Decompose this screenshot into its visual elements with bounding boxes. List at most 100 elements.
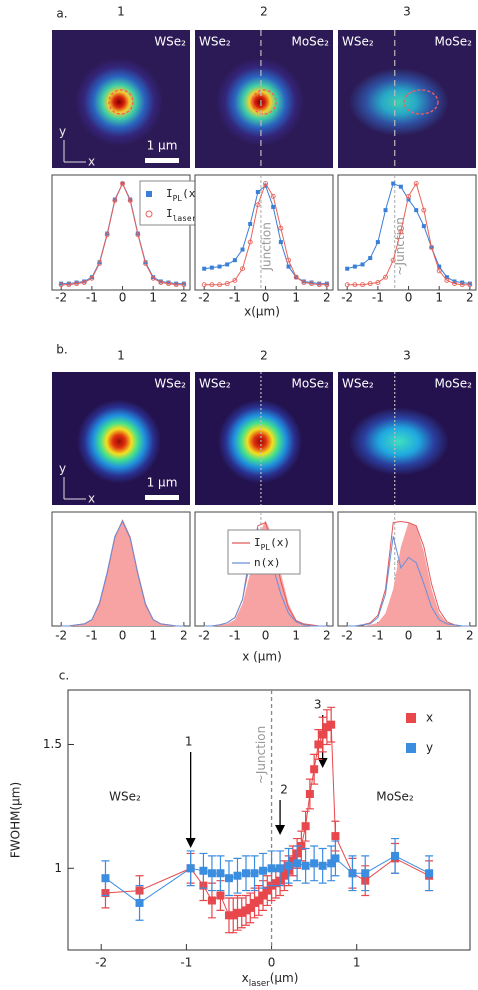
legend-label-part: I xyxy=(166,207,173,220)
marker xyxy=(375,280,381,285)
marker xyxy=(286,257,291,263)
marker xyxy=(150,275,156,281)
marker xyxy=(233,908,242,917)
panel-label: b. xyxy=(56,343,67,357)
x-tick-label: -1 xyxy=(229,291,241,305)
marker xyxy=(82,279,87,284)
marker xyxy=(247,239,253,245)
x-tick-label: -1 xyxy=(180,956,192,970)
junction-label: ~Junction xyxy=(393,217,407,275)
legend-label-part: I xyxy=(166,187,173,200)
x-axis-label-part: laser xyxy=(249,979,270,989)
marker xyxy=(301,861,310,870)
x-tick-label: -1 xyxy=(372,629,384,643)
marker xyxy=(414,208,419,213)
y-tick-label: 1.5 xyxy=(43,737,62,751)
marker xyxy=(345,266,350,271)
legend-marker xyxy=(146,191,152,197)
marker xyxy=(324,282,330,288)
marker xyxy=(259,891,268,900)
marker xyxy=(429,244,434,250)
material-label: MoSe₂ xyxy=(434,35,472,49)
x-tick-label: 1 xyxy=(149,291,157,305)
laser-outline xyxy=(108,89,134,115)
marker xyxy=(59,281,64,286)
marker xyxy=(280,871,289,880)
marker xyxy=(97,260,102,266)
profile-line xyxy=(61,520,184,627)
marker xyxy=(314,740,323,749)
marker xyxy=(383,208,388,213)
marker xyxy=(398,228,404,234)
marker xyxy=(316,282,322,288)
legend-label-part: PL xyxy=(261,543,271,552)
x-tick-label: 0 xyxy=(119,629,127,643)
annotation: 2 xyxy=(280,783,288,797)
marker xyxy=(327,859,336,868)
x-tick-label: 1 xyxy=(435,291,443,305)
marker xyxy=(263,181,268,186)
marker xyxy=(270,193,276,199)
marker xyxy=(322,723,331,732)
scale-bar-label: 1 μm xyxy=(147,476,178,490)
x-axis-label: x(μm) xyxy=(244,305,280,319)
marker xyxy=(216,891,225,900)
x-axis-label: x (μm) xyxy=(242,650,282,664)
x-tick-label: -2 xyxy=(198,291,210,305)
marker xyxy=(242,906,251,915)
material-label: WSe₂ xyxy=(342,35,374,49)
marker xyxy=(437,264,442,269)
marker xyxy=(360,262,365,267)
x-tick-label: 0 xyxy=(268,956,276,970)
marker xyxy=(309,280,314,285)
x-tick-label: 1 xyxy=(435,629,443,643)
marker xyxy=(391,851,400,860)
heatmap-spot xyxy=(349,407,449,476)
marker xyxy=(158,279,163,284)
marker xyxy=(224,874,233,883)
profile-line xyxy=(61,182,184,286)
legend-label-part: n(x) xyxy=(254,556,281,569)
marker xyxy=(324,281,329,286)
x-tick-label: 2 xyxy=(180,291,188,305)
marker xyxy=(66,281,71,286)
marker xyxy=(104,232,110,238)
marker xyxy=(186,864,195,873)
marker xyxy=(225,262,230,267)
marker xyxy=(66,282,72,288)
heatmap-spot xyxy=(75,58,163,146)
marker xyxy=(297,842,306,850)
legend-label-part: laser xyxy=(173,214,197,223)
marker xyxy=(248,221,253,226)
marker xyxy=(181,281,186,286)
marker xyxy=(135,898,144,907)
annotation: 3 xyxy=(314,698,322,712)
heatmap-spot xyxy=(216,58,304,146)
x-tick-label: 0 xyxy=(405,291,413,305)
marker xyxy=(406,193,411,199)
marker xyxy=(278,225,284,231)
marker xyxy=(352,264,357,269)
marker xyxy=(318,730,327,739)
marker xyxy=(421,207,427,213)
laser-outline xyxy=(403,89,439,115)
marker xyxy=(317,281,322,286)
marker xyxy=(267,864,276,873)
profile-line xyxy=(347,182,470,286)
marker xyxy=(201,282,207,288)
marker xyxy=(224,911,233,920)
x-tick-label: 1 xyxy=(292,291,300,305)
marker xyxy=(301,822,310,831)
laser-outline xyxy=(251,89,277,115)
marker xyxy=(143,260,148,266)
marker xyxy=(250,898,259,907)
x-tick-label: 0 xyxy=(405,629,413,643)
material-label: WSe₂ xyxy=(154,377,186,391)
marker xyxy=(246,903,255,912)
marker xyxy=(207,896,216,905)
panel-label: c. xyxy=(59,669,69,683)
x-axis-label-part: x xyxy=(242,971,249,985)
marker xyxy=(398,184,403,189)
x-tick-label: -1 xyxy=(229,629,241,643)
